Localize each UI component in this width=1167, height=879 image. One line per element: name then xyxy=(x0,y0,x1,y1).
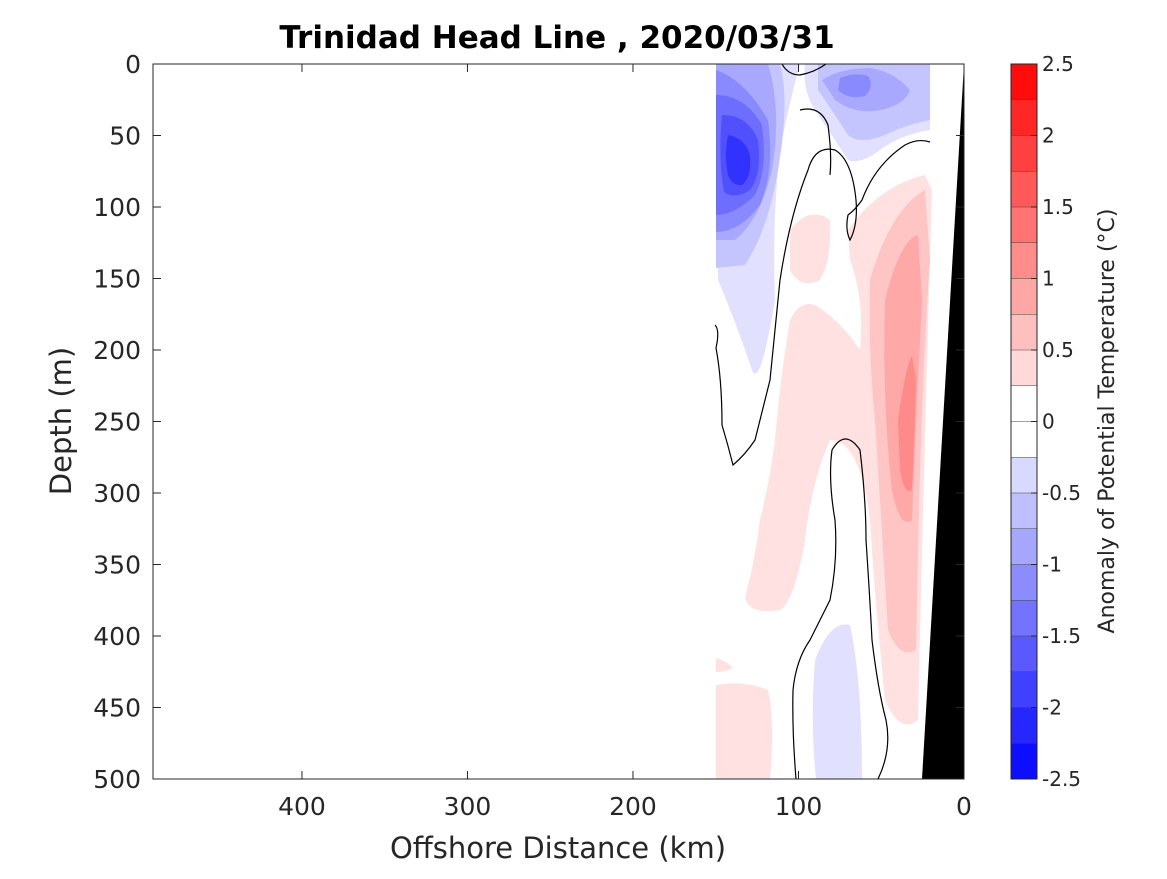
colorbar-swatch xyxy=(1011,564,1037,601)
colorbar-tick-label: -1.5 xyxy=(1042,624,1081,648)
cold-deep-region xyxy=(812,624,862,779)
y-tick-label: 150 xyxy=(93,265,141,294)
chart-title: Trinidad Head Line , 2020/03/31 xyxy=(279,20,834,56)
colorbar-swatch xyxy=(1011,493,1037,530)
colorbar-tick-label: -2.5 xyxy=(1042,767,1081,791)
colorbar-tick-label: 1 xyxy=(1042,267,1055,291)
colorbar-swatch xyxy=(1011,671,1037,708)
y-tick-label: 0 xyxy=(125,50,141,79)
colorbar-swatch xyxy=(1011,636,1037,673)
cold-core-region-6 xyxy=(726,135,751,186)
x-axis: 400 300 200 100 0 xyxy=(278,64,972,821)
y-tick-label: 100 xyxy=(93,193,141,222)
zero-contour-1 xyxy=(781,64,827,76)
zero-contour-2 xyxy=(714,139,931,467)
zero-contour-3 xyxy=(799,108,832,176)
colorbar-swatch xyxy=(1011,743,1037,780)
x-tick-label: 400 xyxy=(278,792,326,821)
y-tick-label: 200 xyxy=(93,336,141,365)
colorbar-swatch xyxy=(1011,528,1037,565)
zero-contour-4 xyxy=(792,438,889,779)
contour-fill-layer xyxy=(714,64,964,779)
x-axis-label: Offshore Distance (km) xyxy=(390,831,726,865)
colorbar-tick-label: 1.5 xyxy=(1042,195,1074,219)
y-tick-label: 50 xyxy=(109,122,141,151)
y-tick-label: 250 xyxy=(93,408,141,437)
colorbar-label: Anomaly of Potential Temperature (°C) xyxy=(1095,209,1120,634)
colorbar-swatch xyxy=(1011,457,1037,494)
zero-contour-lines xyxy=(714,64,931,779)
y-tick-label: 350 xyxy=(93,551,141,580)
y-tick-label: 450 xyxy=(93,694,141,723)
warm-deep-region xyxy=(716,683,773,779)
colorbar-swatch xyxy=(1011,600,1037,637)
colorbar-tick-label: 0 xyxy=(1042,410,1055,434)
y-tick-label: 300 xyxy=(93,479,141,508)
warm-slope-region-1 xyxy=(790,214,831,284)
colorbar-swatch xyxy=(1011,64,1037,101)
cold-surface-region-4 xyxy=(838,74,871,98)
x-tick-label: 300 xyxy=(444,792,492,821)
x-tick-label: 200 xyxy=(609,792,657,821)
colorbar xyxy=(1011,64,1037,780)
y-axis: 0 50 100 150 200 250 300 350 400 450 500 xyxy=(93,50,964,794)
colorbar-swatch xyxy=(1011,242,1037,279)
warm-deep-region-2 xyxy=(716,658,733,672)
y-tick-label: 500 xyxy=(93,765,141,794)
colorbar-swatch xyxy=(1011,707,1037,744)
y-axis-label: Depth (m) xyxy=(44,347,78,495)
warm-slope-region-5 xyxy=(898,355,916,491)
colorbar-tick-label: 2.5 xyxy=(1042,52,1074,76)
colorbar-tick-label: 0.5 xyxy=(1042,338,1074,362)
colorbar-swatch xyxy=(1011,421,1037,458)
colorbar-tick-label: -1 xyxy=(1042,553,1062,577)
x-tick-label: 0 xyxy=(956,792,972,821)
colorbar-swatch xyxy=(1011,385,1037,422)
bathymetry xyxy=(922,64,964,779)
colorbar-swatch xyxy=(1011,207,1037,244)
colorbar-swatch xyxy=(1011,99,1037,136)
x-tick-label: 100 xyxy=(775,792,823,821)
colorbar-tick-label: 2 xyxy=(1042,124,1055,148)
colorbar-swatch xyxy=(1011,350,1037,387)
colorbar-swatch xyxy=(1011,135,1037,172)
colorbar-swatch xyxy=(1011,171,1037,208)
y-tick-label: 400 xyxy=(93,622,141,651)
colorbar-tick-label: -2 xyxy=(1042,696,1062,720)
colorbar-ticks: 2.5 2 1.5 1 0.5 0 -0.5 -1 -1.5 -2 -2.5 xyxy=(1031,52,1081,791)
colorbar-swatch xyxy=(1011,314,1037,351)
colorbar-swatch xyxy=(1011,278,1037,315)
colorbar-tick-label: -0.5 xyxy=(1042,481,1081,505)
